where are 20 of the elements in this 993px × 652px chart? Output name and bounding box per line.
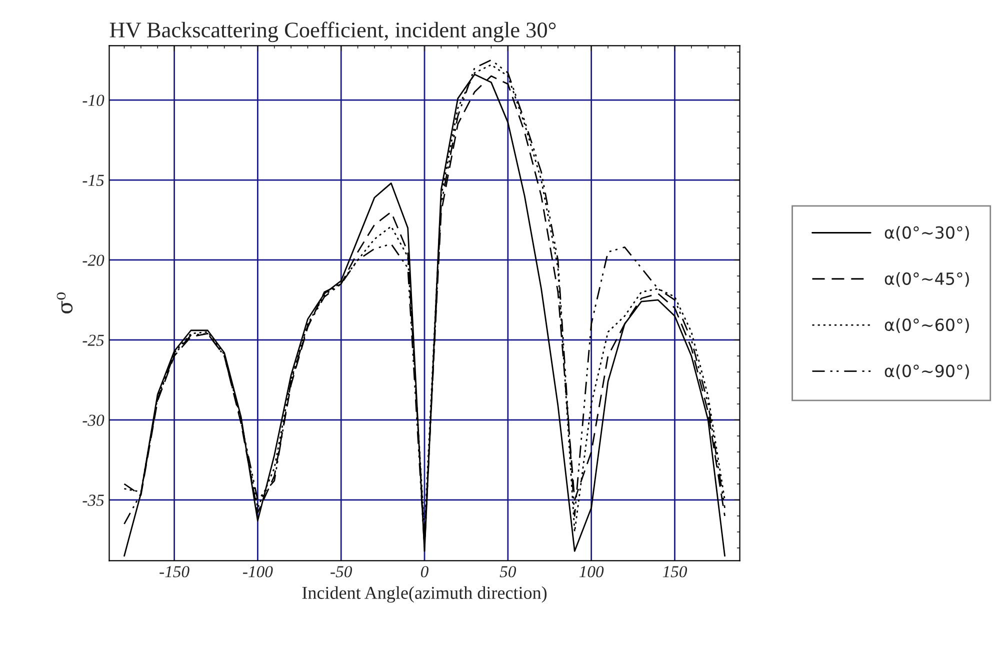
x-tick-label: -150 [160,566,190,578]
chart-title: HV Backscattering Coefficient, incident angle 30° [110,22,556,42]
y-tick-label: -30 [82,414,104,426]
x-tick-label: -100 [243,566,273,578]
x-axis-title: Incident Angle(azimuth direction) [302,586,547,603]
y-tick-label: -20 [82,254,104,266]
legend-label: α(0°~30°) [884,226,969,241]
legend-label: α(0°~90°) [884,364,969,380]
legend-label: α(0°~45°) [884,272,969,287]
x-tick-label: 0 [420,566,428,578]
y-tick-label: -15 [82,174,104,186]
x-tick-label: 100 [579,566,604,578]
y-tick-label: -35 [82,494,104,506]
y-tick-label: -25 [82,334,104,346]
x-tick-label: 150 [662,566,688,578]
x-tick-label: -50 [330,566,352,578]
legend-label: α(0°~60°) [884,318,969,334]
x-tick-label: 50 [500,566,516,578]
y-axis-title: σ⁰ [56,292,73,314]
y-tick-label: -10 [82,94,104,106]
